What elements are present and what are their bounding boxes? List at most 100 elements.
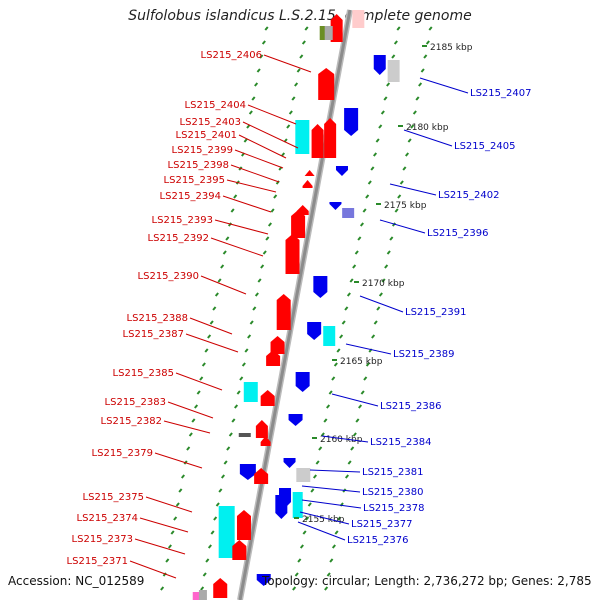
gene-label-left: LS215_2398 [168, 160, 229, 171]
scale-label: 2185 kbp [430, 43, 473, 53]
gene-label-right: LS215_2376 [347, 535, 408, 546]
tick-dot-left-outer [264, 26, 269, 31]
tick-dot-left [291, 96, 296, 101]
leader-line-right [297, 521, 346, 541]
tick-dot-left [254, 292, 259, 297]
gene-feature-15 [342, 208, 355, 218]
tick-dot-right-outer [373, 320, 378, 325]
gene-label-right: LS215_2407 [470, 88, 531, 99]
leader-line-right [359, 295, 404, 313]
tick-dot-right-outer [425, 40, 430, 45]
tick-dot-right-outer [344, 474, 350, 479]
tick-dot-left [215, 502, 220, 507]
gene-label-left: LS215_2401 [176, 130, 237, 141]
gene-label-left: LS215_2394 [160, 191, 221, 202]
tick-dot-right-outer [363, 376, 368, 381]
tick-dot-right-outer [360, 390, 365, 395]
tick-dot-right-outer [347, 460, 352, 465]
gene-feature-2 [324, 26, 333, 40]
tick-dot-left-outer [162, 572, 167, 577]
tick-dot-left-outer [230, 208, 235, 213]
gene-label-right: LS215_2402 [438, 190, 499, 201]
gene-label-right: LS215_2405 [454, 141, 515, 152]
tick-dot-right-outer [355, 418, 360, 423]
tick-dot-left-outer [173, 516, 178, 521]
tick-dot-left [252, 306, 257, 311]
tick-dot-right [312, 474, 318, 479]
tick-dot-right-outer [350, 446, 355, 451]
genome-backbone [237, 9, 353, 600]
tick-dot-left-outer [209, 320, 214, 325]
tick-dot-right-outer [324, 586, 329, 591]
tick-dot-left [265, 236, 270, 241]
leader-line-right [309, 469, 361, 473]
tick-dot-right-outer [337, 516, 342, 521]
tick-dot-left-outer [256, 68, 261, 73]
gene-feature-7 [344, 108, 359, 136]
tick-dot-left-outer [243, 138, 248, 143]
tick-dot-left-outer [180, 474, 186, 479]
gene-label-right: LS215_2381 [362, 467, 423, 478]
scale-label: 2170 kbp [362, 279, 405, 289]
tick-dot-left-outer [175, 502, 180, 507]
tick-dot-left [270, 208, 275, 213]
tick-dot-left [294, 82, 299, 87]
leader-line-right [301, 485, 361, 493]
gene-label-right: LS215_2386 [380, 401, 441, 412]
gene-feature-11 [335, 166, 348, 176]
tick-dot-left [231, 418, 236, 423]
tick-dot-right-outer [389, 236, 394, 241]
tick-dot-left [281, 152, 286, 157]
tick-dot-right [359, 222, 364, 227]
gene-feature-14 [329, 202, 342, 210]
tick-dot-left [299, 54, 304, 59]
tick-dot-right-outer [407, 138, 412, 143]
tick-dot-left [247, 334, 252, 339]
tick-dot-left [239, 376, 244, 381]
gene-label-left: LS215_2379 [92, 448, 153, 459]
gene-feature-44 [192, 592, 201, 600]
gene-label-left: LS215_2371 [67, 556, 128, 567]
tick-dot-left-outer [186, 446, 191, 451]
leader-line-left [222, 195, 272, 213]
gene-label-left: LS215_2392 [148, 233, 209, 244]
gene-feature-40 [236, 510, 251, 540]
tick-dot-left [241, 362, 246, 367]
gene-feature-5 [387, 60, 400, 82]
tick-dot-right [294, 572, 299, 577]
leader-line-left [139, 517, 189, 533]
gene-label-right: LS215_2384 [370, 437, 431, 448]
tick-dot-left [213, 516, 218, 521]
tick-dot-right [302, 530, 307, 535]
tick-dot-left-outer [167, 544, 172, 549]
tick-dot-left [244, 348, 249, 353]
tick-dot-left [218, 488, 223, 493]
leader-line-left [189, 317, 233, 335]
tick-dot-left-outer [178, 488, 183, 493]
leader-line-right [321, 435, 369, 443]
leader-line-right [345, 343, 392, 355]
tick-dot-right-outer [412, 110, 417, 115]
tick-dot-left-outer [194, 404, 199, 409]
gene-label-left: LS215_2388 [127, 313, 188, 324]
gene-label-left: LS215_2375 [83, 492, 144, 503]
gene-feature-0 [330, 14, 343, 42]
tick-dot-right-outer [405, 152, 410, 157]
tick-dot-left-outer [227, 222, 232, 227]
tick-dot-right [341, 320, 346, 325]
leader-line-left [242, 121, 299, 149]
tick-dot-right-outer [420, 68, 425, 73]
tick-dot-right-outer [410, 124, 415, 129]
leader-line-right [419, 77, 469, 94]
tick-dot-left-outer [188, 432, 193, 437]
tick-dot-right [370, 166, 375, 171]
tick-dot-right-outer [381, 278, 386, 283]
tick-dot-right [336, 348, 341, 353]
gene-label-left: LS215_2393 [152, 215, 213, 226]
tick-dot-left-outer [204, 348, 209, 353]
tick-dot-left [234, 404, 239, 409]
leader-line-left [226, 179, 277, 193]
gene-label-left: LS215_2403 [180, 117, 241, 128]
leader-line-left [145, 496, 193, 513]
